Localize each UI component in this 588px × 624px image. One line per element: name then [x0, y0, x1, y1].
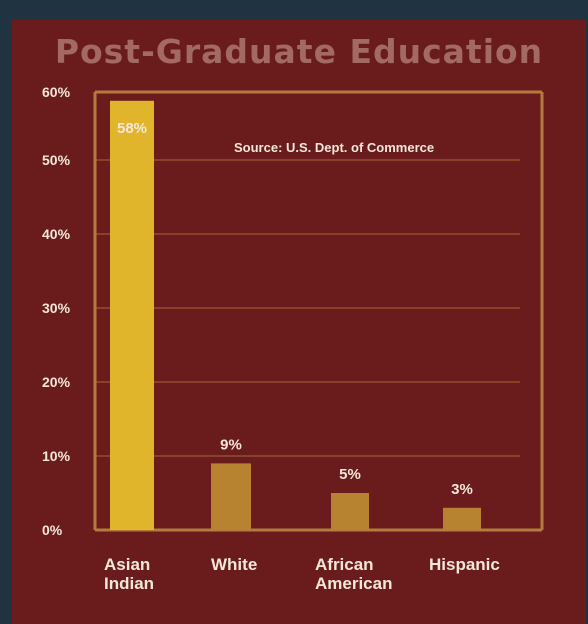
x-tick-label: African American [315, 555, 392, 593]
y-tick-label: 10% [42, 448, 71, 464]
bar [110, 100, 154, 531]
y-tick-label: 30% [42, 300, 71, 316]
y-tick-label: 60% [42, 84, 71, 100]
y-tick-label: 50% [42, 152, 71, 168]
y-tick-label: 0% [42, 522, 63, 538]
bar [211, 463, 251, 530]
y-tick-label: 20% [42, 374, 71, 390]
source-note: Source: U.S. Dept. of Commerce [234, 140, 434, 155]
data-label: 58% [117, 120, 147, 137]
bar [443, 507, 481, 530]
data-label: 3% [451, 481, 473, 498]
x-tick-label: Hispanic [429, 555, 500, 574]
bar [331, 493, 369, 530]
x-tick-label: White [211, 555, 257, 574]
x-tick-label: Asian Indian [104, 555, 154, 593]
y-tick-label: 40% [42, 226, 71, 242]
chart-title: Post-Graduate Education [54, 32, 544, 71]
chart-panel: Post-Graduate Education [12, 20, 586, 624]
data-label: 9% [220, 436, 242, 453]
data-label: 5% [339, 466, 361, 483]
